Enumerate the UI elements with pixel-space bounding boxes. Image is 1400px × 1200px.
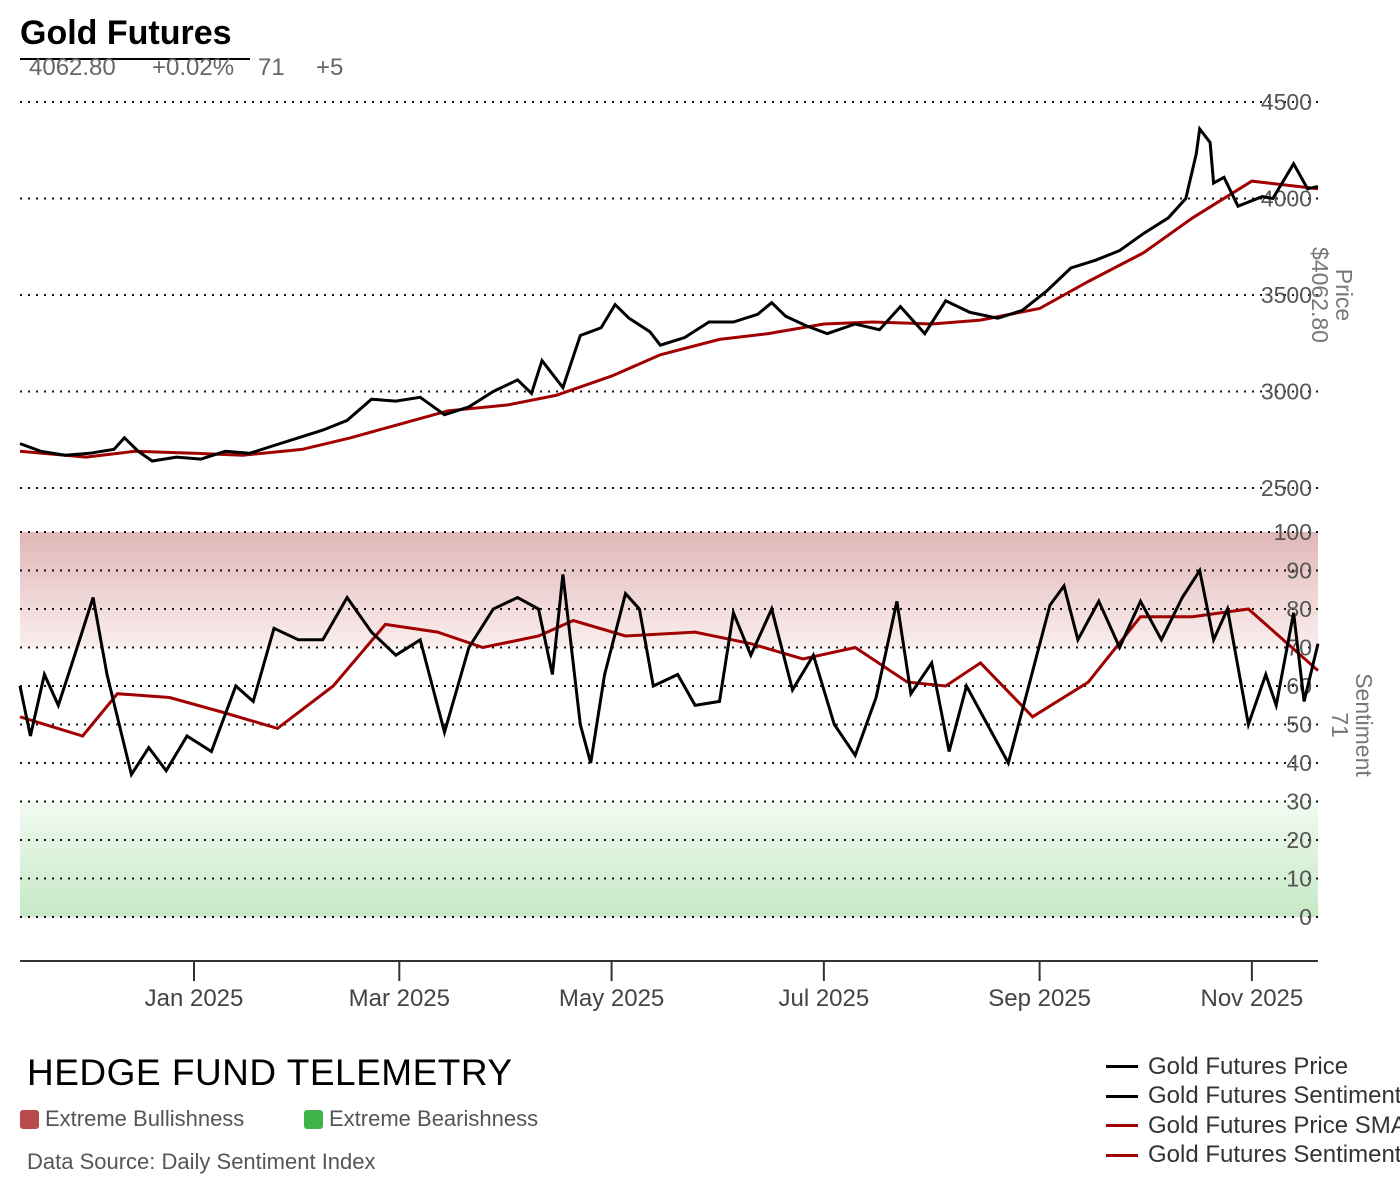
price-axis-label: Price	[1331, 269, 1357, 321]
zone-legend-bearish: Extreme Bearishness	[304, 1106, 538, 1132]
sentiment-tick-label: 20	[1286, 827, 1312, 853]
title-underline	[20, 58, 250, 60]
sentiment-tick-label: 30	[1286, 789, 1312, 815]
header-sentiment: 71	[258, 54, 285, 81]
price-tick-label: 3500	[1261, 282, 1312, 308]
legend-label: Gold Futures Price SMA	[1148, 1111, 1400, 1139]
legend-item-sentiment-sma[interactable]: Gold Futures Sentiment SMA	[1106, 1141, 1400, 1171]
legend-swatch	[1106, 1153, 1138, 1157]
series-legend: Gold Futures Price Gold Futures Sentimen…	[1106, 1052, 1400, 1170]
sentiment-tick-label: 40	[1286, 750, 1312, 776]
x-tick-label: Jan 2025	[145, 985, 244, 1012]
chart-title: Gold Futures	[20, 14, 232, 52]
sentiment-tick-label: 90	[1286, 558, 1312, 584]
extreme-bullish-zone	[20, 532, 1318, 648]
legend-item-price-sma[interactable]: Gold Futures Price SMA	[1106, 1111, 1400, 1141]
price-tick-label: 3000	[1261, 379, 1312, 405]
legend-item-price[interactable]: Gold Futures Price	[1106, 1052, 1400, 1082]
sentiment-tick-label: 50	[1286, 712, 1312, 738]
x-tick-label: Mar 2025	[349, 985, 450, 1012]
bearish-swatch	[304, 1109, 323, 1129]
x-tick-label: Sep 2025	[988, 985, 1091, 1012]
bullish-label: Extreme Bullishness	[45, 1106, 245, 1131]
legend-swatch	[1106, 1065, 1138, 1069]
sentiment-gridlines	[20, 531, 1318, 918]
legend-item-sentiment[interactable]: Gold Futures Sentiment	[1106, 1082, 1400, 1112]
brand-label: HEDGE FUND TELEMETRY	[27, 1052, 513, 1093]
price-gridlines	[20, 101, 1318, 489]
header-change-pct: +0.02%	[152, 54, 235, 81]
sentiment-axis-label: Sentiment	[1351, 673, 1377, 777]
zone-legend-bullish: Extreme Bullishness	[20, 1106, 244, 1132]
legend-label: Gold Futures Price	[1148, 1052, 1349, 1080]
series-line-price	[19, 125, 1319, 463]
x-tick-label: Nov 2025	[1201, 985, 1304, 1012]
sentiment-tick-label: 10	[1286, 866, 1312, 892]
x-tick-label: Jul 2025	[778, 985, 869, 1012]
header-price: 4062.80	[29, 54, 116, 81]
sentiment-tick-label: 0	[1299, 904, 1312, 930]
series-line-sentiment	[18, 566, 1320, 779]
data-source: Data Source: Daily Sentiment Index	[27, 1149, 376, 1174]
legend-swatch	[1106, 1094, 1138, 1098]
x-tick-label: May 2025	[559, 985, 664, 1012]
header-sentiment-change: +5	[316, 54, 344, 81]
price-tick-label: 2500	[1261, 475, 1312, 501]
bullish-swatch	[20, 1109, 39, 1129]
price-axis-value: $4062.80	[1307, 247, 1333, 343]
legend-label: Gold Futures Sentiment SMA	[1148, 1141, 1400, 1169]
sentiment-axis-value: 71	[1327, 712, 1353, 738]
extreme-bearish-zone	[20, 801, 1318, 917]
legend-label: Gold Futures Sentiment	[1148, 1082, 1400, 1110]
series-line-price-sma	[19, 179, 1319, 459]
bearish-label: Extreme Bearishness	[329, 1106, 539, 1131]
sentiment-tick-label: 80	[1286, 596, 1312, 622]
sentiment-tick-label: 100	[1274, 519, 1312, 545]
legend-swatch	[1106, 1124, 1138, 1128]
series-line-sentiment-sma	[19, 607, 1319, 738]
x-axis-ticks: Jan 2025 Mar 2025 May 2025 Jul 2025 Sep 2025…	[145, 961, 1304, 1012]
price-tick-label: 4500	[1261, 89, 1312, 115]
